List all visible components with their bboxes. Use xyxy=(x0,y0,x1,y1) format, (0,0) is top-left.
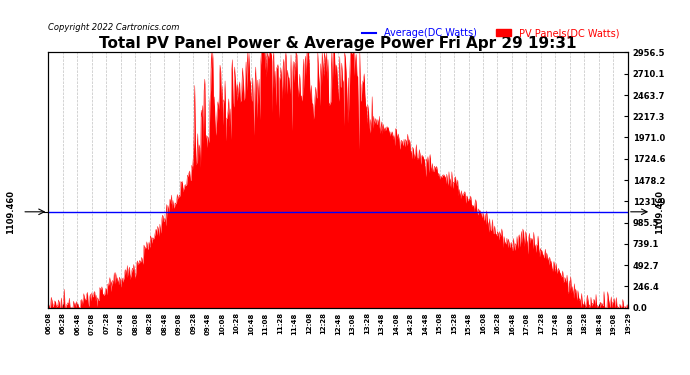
Legend: Average(DC Watts), PV Panels(DC Watts): Average(DC Watts), PV Panels(DC Watts) xyxy=(357,24,623,42)
Text: 1109.460: 1109.460 xyxy=(656,190,664,234)
Text: Copyright 2022 Cartronics.com: Copyright 2022 Cartronics.com xyxy=(48,22,179,32)
Text: 1109.460: 1109.460 xyxy=(6,190,15,234)
Title: Total PV Panel Power & Average Power Fri Apr 29 19:31: Total PV Panel Power & Average Power Fri… xyxy=(99,36,577,51)
